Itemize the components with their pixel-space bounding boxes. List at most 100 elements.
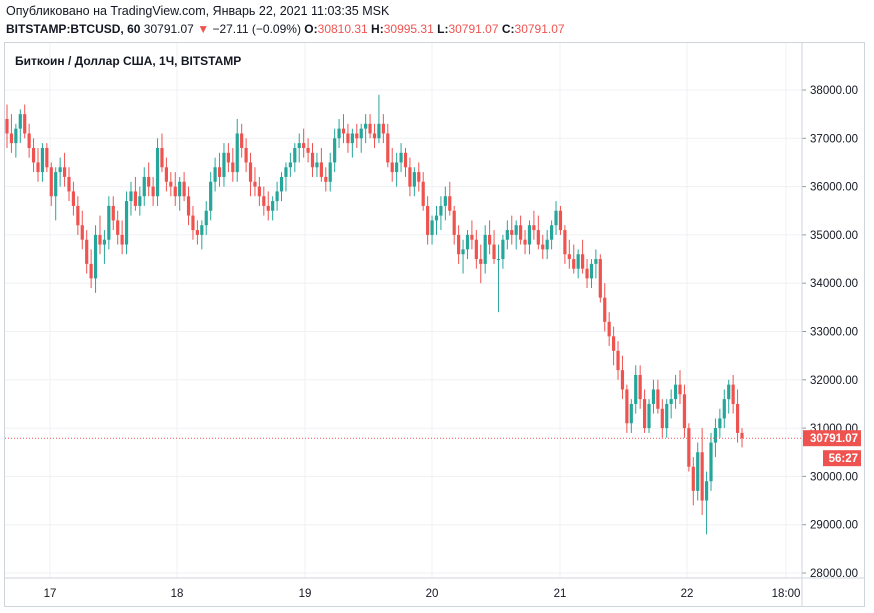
candle-body [594,259,598,264]
candle-body [510,230,514,235]
candle-body [673,384,678,400]
candle-body [240,133,244,148]
candle-body [603,297,607,322]
candle-body [532,225,536,231]
candle-body [71,191,76,206]
candle-body [465,234,470,250]
candle-body [611,336,616,351]
candle-body [713,428,718,443]
y-tick-label: 30000.00 [810,471,858,483]
candle-body [284,167,288,177]
low-label: L: [437,22,449,36]
candle-body [164,167,168,182]
candle-body [129,191,133,202]
candle-body [310,152,315,168]
last-price: 30791.07 [143,22,194,36]
candle-body [527,225,532,245]
candle-body [5,118,9,134]
candle-body [23,114,27,134]
candle-body [501,239,505,260]
candle-body [350,133,354,144]
candle-body [120,234,124,245]
candle-body [186,196,191,216]
candle-body [142,176,146,197]
candle-body [147,176,151,187]
chart-frame [4,42,865,607]
candle-body [151,186,155,197]
candle-body [62,167,67,177]
candle-body [271,201,275,211]
candle-body [36,162,40,173]
candle-body [319,162,323,177]
candle-body [563,230,567,255]
candle-body [372,133,377,139]
candle-body [195,230,199,235]
candle-body [700,452,704,501]
candle-body [222,152,226,177]
candle-body [678,384,682,395]
candle-body [160,147,164,168]
candle-body [558,210,563,231]
candle-body [302,143,306,148]
candle-body [550,225,554,240]
chart-title: Биткоин / Доллар США, 1Ч, BITSTAMP [15,54,242,68]
candle-body [585,268,589,279]
countdown-badge [823,450,861,467]
candle-body [443,196,447,206]
candle-body [576,254,580,269]
candle-body [297,143,301,148]
candle-body [682,394,687,429]
candle-body [200,225,204,235]
down-arrow-icon: ▼ [197,22,210,36]
open-value: 30810.31 [317,22,368,36]
y-tick-label: 32000.00 [810,375,858,387]
candle-body [572,259,576,269]
candle-body [399,152,403,163]
y-tick-label: 35000.00 [810,230,858,242]
x-tick-label: 21 [554,588,567,600]
candle-body [93,234,98,279]
candle-body [718,418,722,429]
candle-body [505,230,509,240]
candle-body [27,133,31,148]
candle-body [173,186,177,197]
y-tick-label: 37000.00 [810,133,858,145]
candle-body [191,215,195,231]
candle-body [554,210,558,226]
candle-body [76,205,80,226]
candle-body [665,403,669,429]
last-price-text: 30791.07 [810,433,858,445]
candle-body [80,225,84,240]
candle-body [709,442,713,482]
candle-body [209,181,213,211]
candle-body [567,254,571,260]
candle-body [107,205,111,240]
candle-body [488,234,492,245]
y-tick-label: 29000.00 [810,520,858,532]
candle-body [54,172,58,197]
candle-body [651,389,656,404]
y-tick-label: 36000.00 [810,182,858,194]
candle-body [735,403,740,433]
candle-body [492,244,496,260]
y-tick-label: 38000.00 [810,85,858,97]
candle-body [293,147,297,163]
candle-body [364,123,368,129]
candle-body [731,384,735,404]
candle-body [629,403,633,424]
candle-body [328,162,332,182]
close-label: C: [501,22,515,36]
candle-body [98,234,102,245]
candle-body [40,147,45,173]
candle-body [740,432,744,439]
candle-body [359,128,363,139]
candle-body [85,239,89,264]
candle-body [461,249,465,255]
candle-body [483,234,487,264]
candle-body [279,176,284,192]
candle-body [333,138,337,163]
candle-body [616,350,620,371]
candle-body [408,167,412,187]
symbol-label: BITSTAMP:BTCUSD, 60 [6,22,141,36]
